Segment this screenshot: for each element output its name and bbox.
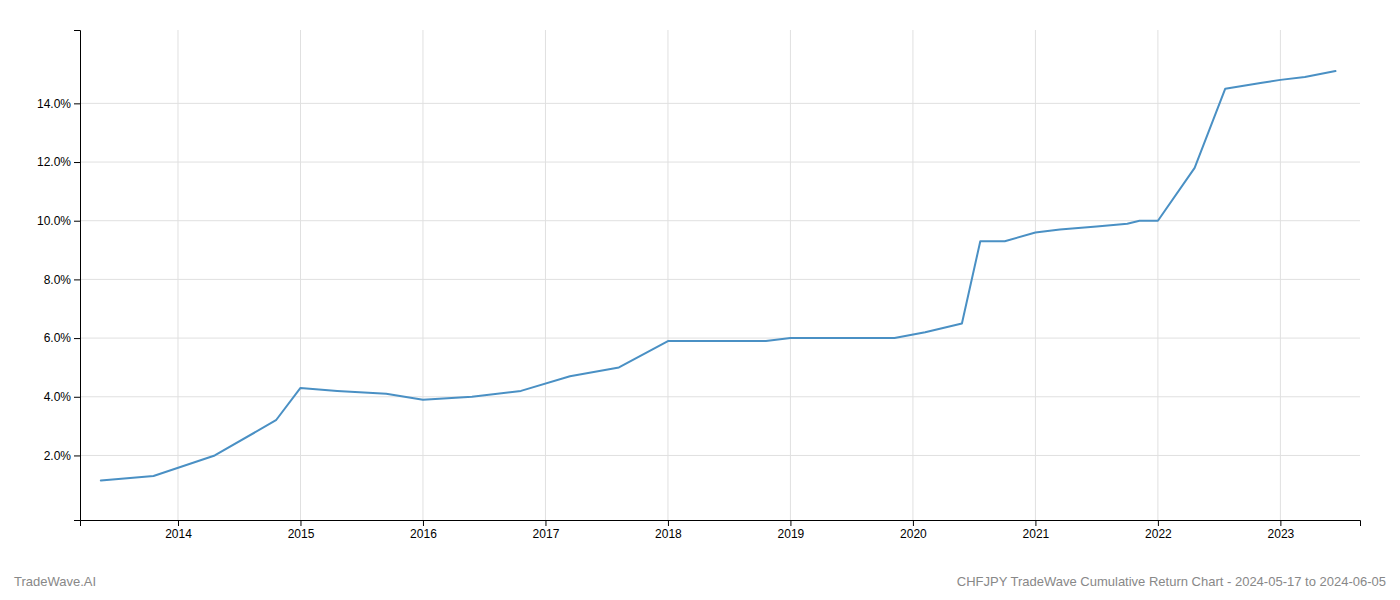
y-tick-label: 8.0% [44,273,72,287]
y-grid-line [80,220,1360,221]
y-tick-label: 4.0% [44,390,72,404]
x-tick: 2017 [533,520,560,541]
y-tick-mark [74,397,80,398]
x-axis: 2014 2015 2016 2017 2018 2019 2020 2021 2022 2023 [81,520,1361,541]
y-tick-mark [74,221,80,222]
x-tick-label: 2017 [533,527,560,541]
y-tick-mark [74,103,80,104]
x-tick: 2022 [1145,520,1172,541]
x-tick-label: 2022 [1145,527,1172,541]
x-tick: 2023 [1268,520,1295,541]
y-grid-line [80,396,1360,397]
x-tick-label: 2019 [778,527,805,541]
x-tick: 2019 [778,520,805,541]
y-tick-mark [74,162,80,163]
plot: 2014 2015 2016 2017 2018 2019 2020 2021 2022 2023… [37,30,1361,541]
x-tick-mark [423,520,424,526]
y-tick-label: 14.0% [37,97,71,111]
x-tick-label: 2015 [288,527,315,541]
y-tick-mark [74,455,80,456]
y-axis: 2.0% 4.0% 6.0% 8.0% 10.0% 12.0% 14.0% [37,31,81,521]
y-tick: 10.0% [37,214,80,228]
y-tick: 4.0% [44,390,80,404]
y-grid-line [80,455,1360,456]
y-axis-line [74,31,81,521]
x-tick-mark [545,520,546,526]
chart: 2014 2015 2016 2017 2018 2019 2020 2021 2022 2023… [0,0,1400,600]
x-tick: 2015 [288,520,315,541]
y-tick-label: 6.0% [44,331,72,345]
x-axis-line [81,521,1361,527]
y-tick-label: 12.0% [37,155,71,169]
watermark: TradeWave.AI [14,574,96,589]
x-tick-mark [300,520,301,526]
x-tick-mark [1035,520,1036,526]
x-tick-mark [1158,520,1159,526]
x-tick-mark [1280,520,1281,526]
y-tick-label: 10.0% [37,214,71,228]
x-tick: 2018 [655,520,682,541]
y-tick: 12.0% [37,155,80,169]
line [101,71,1336,480]
y-tick-label: 2.0% [44,449,72,463]
y-tick-mark [74,279,80,280]
y-grid-line [80,103,1360,104]
x-tick-label: 2014 [165,527,192,541]
x-tick-label: 2018 [655,527,682,541]
y-grid-line [80,279,1360,280]
y-tick: 8.0% [44,273,80,287]
y-tick: 6.0% [44,331,80,345]
x-tick-label: 2016 [410,527,437,541]
y-grid-line [80,338,1360,339]
grid [80,30,1360,520]
x-tick-label: 2020 [900,527,927,541]
x-tick: 2020 [900,520,927,541]
x-tick: 2014 [165,520,192,541]
x-tick-mark [178,520,179,526]
x-tick-label: 2021 [1023,527,1050,541]
x-tick-mark [913,520,914,526]
x-tick: 2016 [410,520,437,541]
y-tick-mark [74,338,80,339]
y-tick: 2.0% [44,449,80,463]
x-tick-label: 2023 [1268,527,1295,541]
y-grid-line [80,162,1360,163]
title: CHFJPY TradeWave Cumulative Return Chart… [957,574,1386,589]
y-tick: 14.0% [37,97,80,111]
x-tick-mark [668,520,669,526]
x-tick: 2021 [1023,520,1050,541]
marks [101,71,1336,480]
x-tick-mark [790,520,791,526]
